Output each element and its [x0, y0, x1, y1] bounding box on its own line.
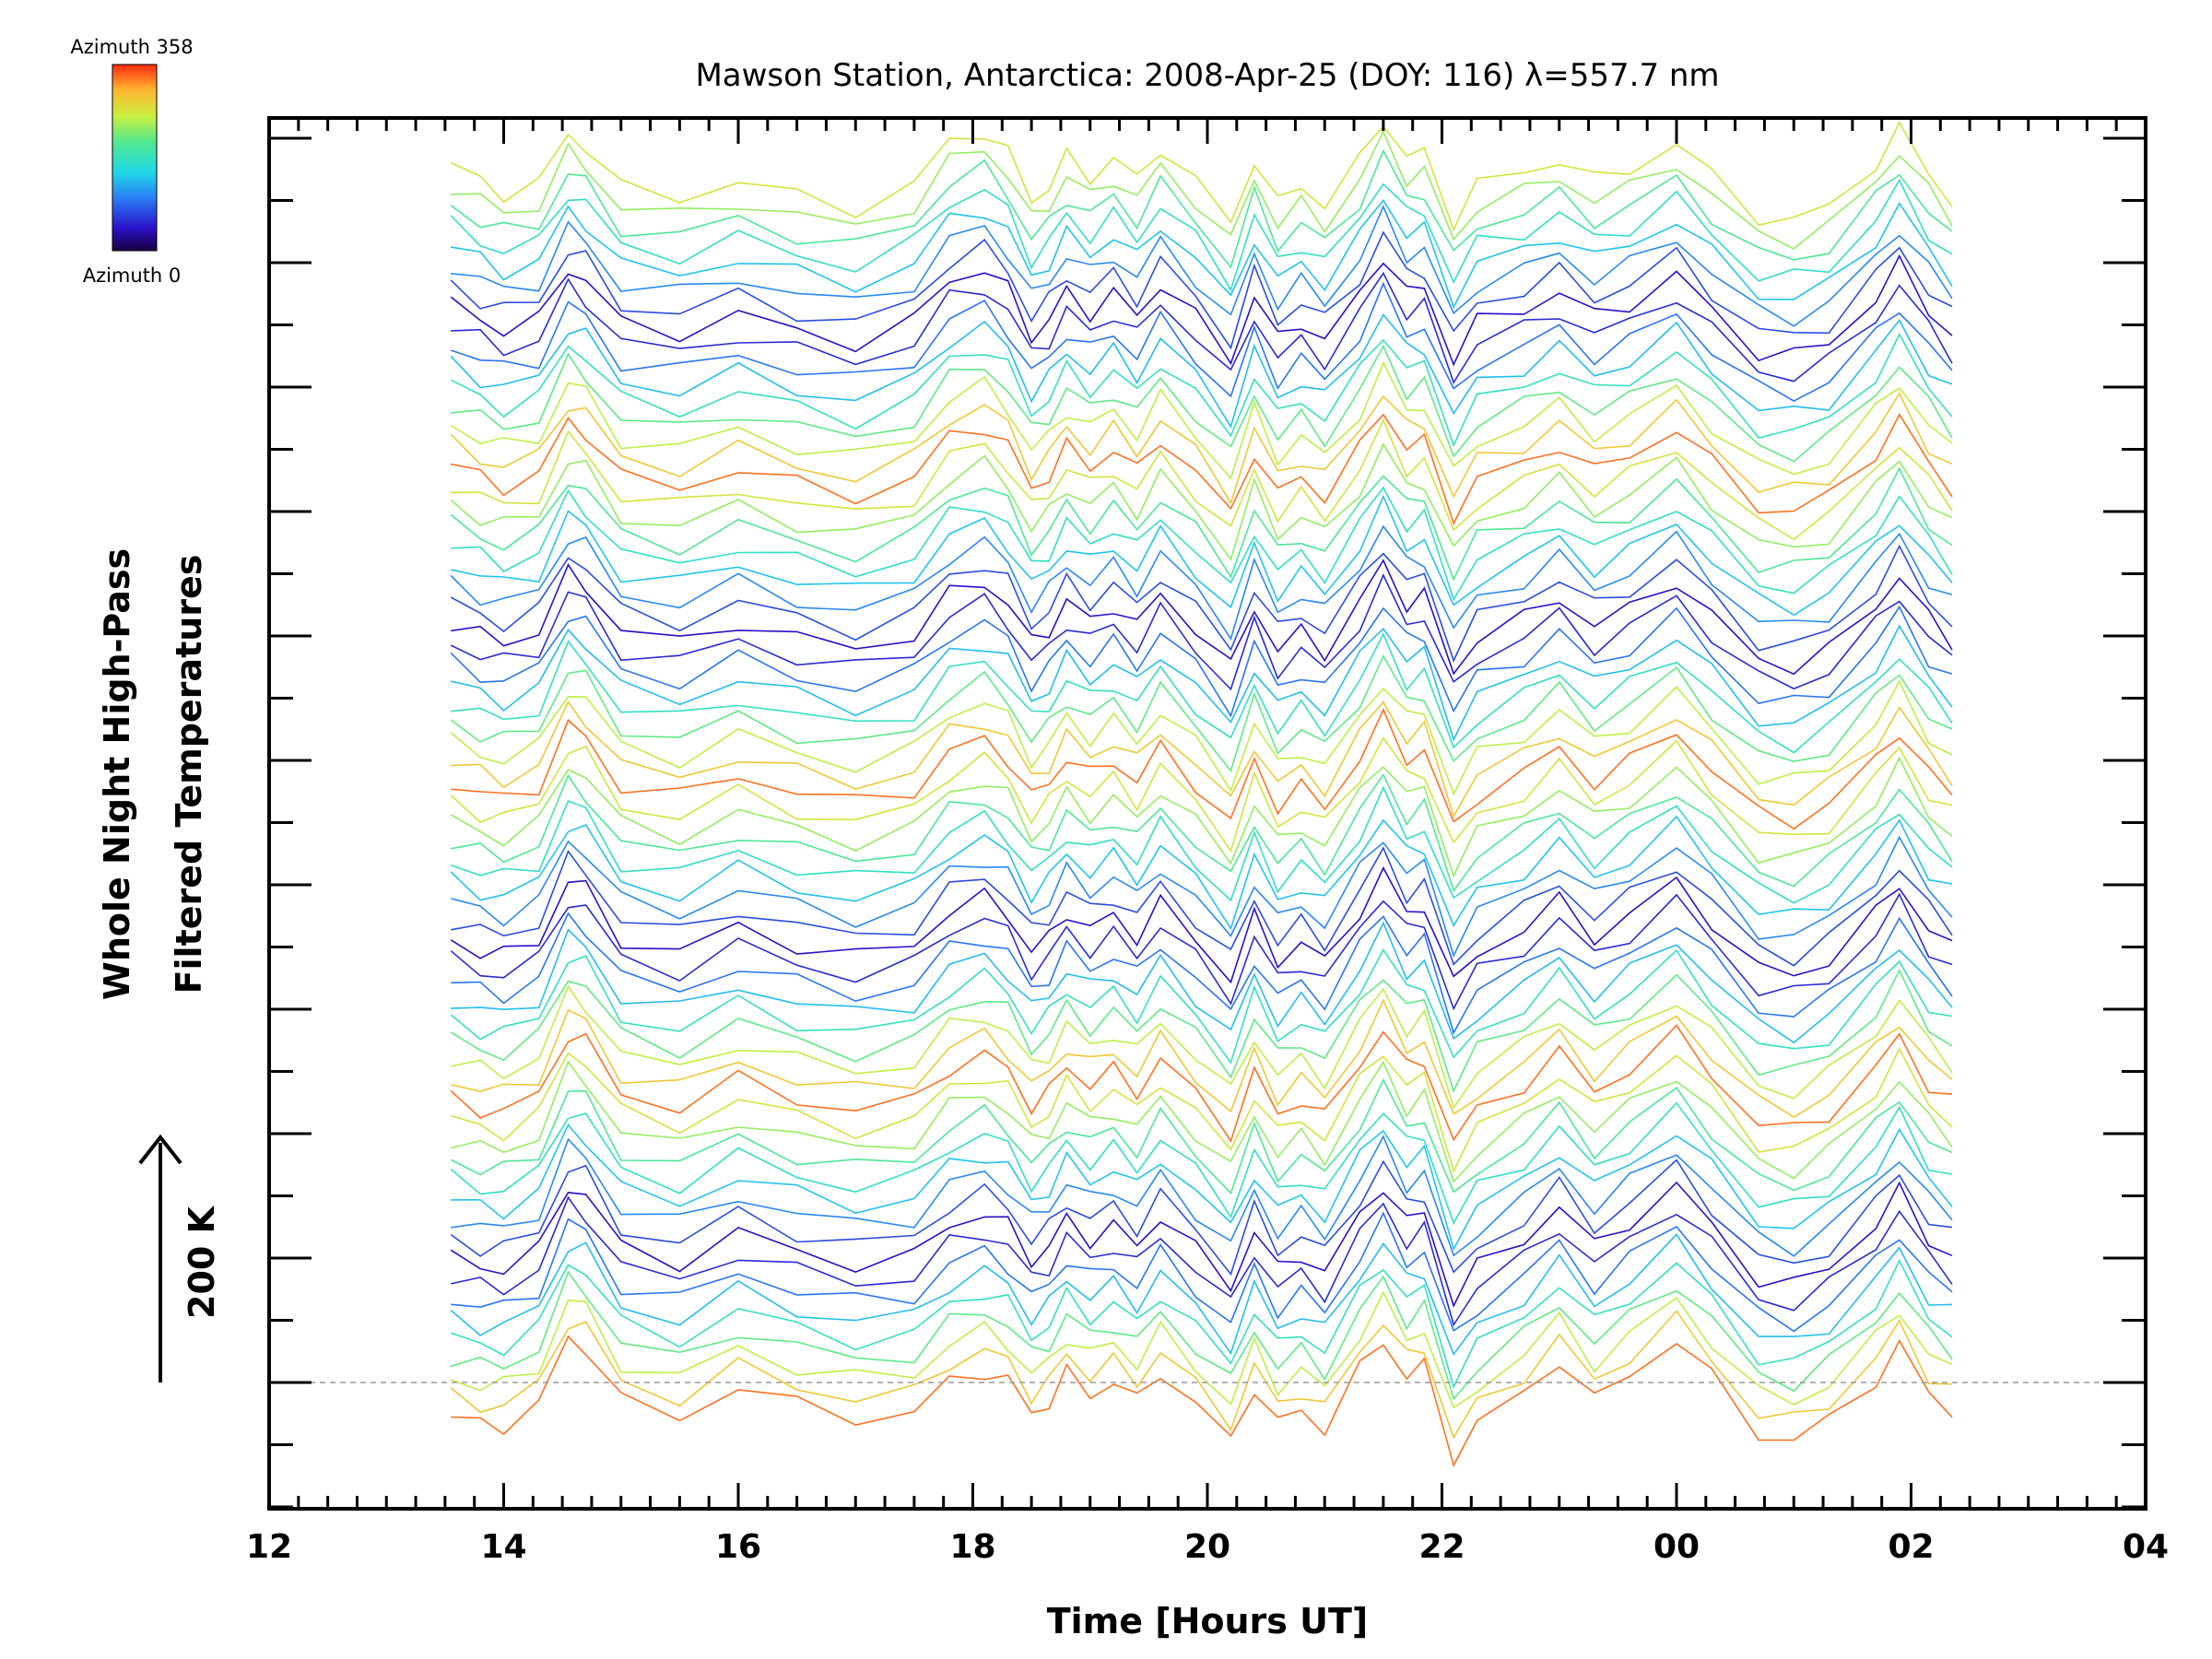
series-line — [450, 230, 1953, 350]
colorbar: Azimuth 358 Azimuth 0 — [70, 36, 193, 287]
scale-arrow-head — [138, 1134, 182, 1165]
chart-title: Mawson Station, Antarctica: 2008-Apr-25 … — [695, 57, 1719, 94]
series-line — [451, 130, 1953, 250]
scale-label: 200 K — [182, 1205, 222, 1319]
series-line — [450, 1290, 1953, 1409]
series-line — [451, 700, 1953, 818]
series-line — [450, 1258, 1953, 1389]
series-line — [450, 736, 1953, 853]
x-tick-labels: 12 14 16 18 20 22 00 02 04 — [246, 1528, 2169, 1566]
series-line — [450, 253, 1953, 367]
series-line — [450, 865, 1953, 984]
series-line — [450, 653, 1953, 773]
series-line — [451, 344, 1953, 463]
series-line — [451, 1195, 1953, 1327]
series-line — [451, 835, 1953, 958]
series-line — [450, 524, 1953, 641]
series-line — [451, 418, 1953, 541]
series-line — [451, 205, 1953, 327]
series-line — [450, 1270, 1953, 1401]
colorbar-top-label: Azimuth 358 — [70, 36, 193, 58]
y-axis-label-line1: Whole Night High-Pass — [97, 548, 137, 1000]
series-line — [450, 1024, 1953, 1143]
x-tick-label: 22 — [1418, 1528, 1465, 1566]
series-line — [450, 178, 1953, 292]
scale-indicator: 200 K — [138, 1134, 222, 1382]
series-line — [451, 199, 1953, 310]
x-tick-label: 20 — [1184, 1528, 1230, 1566]
series-line — [451, 631, 1953, 754]
series-line — [450, 815, 1953, 931]
series-line — [450, 573, 1953, 691]
series-line — [450, 392, 1953, 505]
series-line — [450, 1047, 1953, 1174]
series-line — [450, 679, 1953, 796]
series-line — [450, 1101, 1953, 1226]
series-line — [450, 1181, 1953, 1308]
series-line — [451, 1124, 1953, 1252]
series-line — [450, 1159, 1953, 1277]
series-line — [450, 785, 1953, 904]
series-line — [451, 486, 1953, 602]
series-line — [450, 605, 1953, 718]
x-tick-label: 04 — [2123, 1528, 2169, 1566]
series-line — [451, 271, 1953, 384]
series-line — [451, 1135, 1953, 1257]
x-tick-label: 02 — [1888, 1528, 1934, 1566]
series-line — [451, 921, 1953, 1044]
x-tick-label: 00 — [1653, 1528, 1700, 1566]
series-line — [450, 466, 1953, 582]
series-line — [450, 313, 1953, 429]
series-line — [450, 968, 1953, 1093]
series-line — [450, 281, 1953, 403]
series-line — [451, 846, 1953, 967]
series-line — [451, 559, 1953, 676]
x-tick-label: 18 — [949, 1528, 995, 1566]
series-line — [451, 624, 1953, 742]
colorbar-gradient — [112, 64, 158, 252]
series-line — [450, 892, 1953, 1011]
series-line — [450, 360, 1953, 480]
series-line — [450, 756, 1953, 878]
x-tick-label: 14 — [480, 1528, 526, 1566]
x-tick-label: 16 — [715, 1528, 761, 1566]
series-line — [451, 413, 1953, 526]
y-axis-label-line2: Filtered Temperatures — [169, 555, 209, 994]
series-line — [450, 148, 1953, 269]
series-line — [450, 544, 1953, 663]
series-line — [451, 984, 1953, 1110]
x-axis-label: Time [Hours UT] — [1047, 1601, 1369, 1641]
series-line — [451, 707, 1953, 830]
series-line — [450, 121, 1953, 232]
series-line — [451, 912, 1953, 1035]
series-line — [451, 1060, 1953, 1183]
axis-ticks — [267, 118, 2147, 1509]
series-line — [451, 773, 1953, 893]
series-line — [450, 947, 1953, 1065]
series-line — [450, 1077, 1953, 1195]
series-line — [451, 494, 1953, 617]
series-line — [450, 1310, 1953, 1440]
series-line — [451, 1335, 1953, 1468]
series-lines — [450, 121, 1953, 1468]
colorbar-bottom-label: Azimuth 0 — [83, 265, 182, 287]
series-line — [451, 1211, 1953, 1333]
series-line — [451, 998, 1953, 1119]
series-line — [450, 442, 1953, 561]
x-tick-label: 12 — [246, 1528, 292, 1566]
series-line — [450, 1233, 1953, 1357]
series-line — [450, 332, 1953, 448]
